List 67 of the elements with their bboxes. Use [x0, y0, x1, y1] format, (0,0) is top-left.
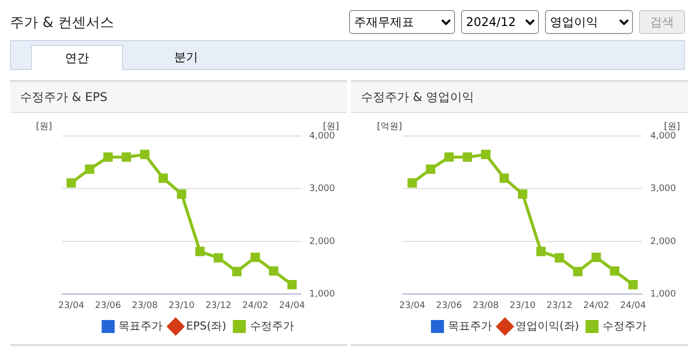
legend-label: 수정주가 [250, 319, 294, 332]
x-tick-label: 23/04 [58, 300, 84, 311]
legend-label: 목표주가 [118, 319, 163, 332]
y-axis-title: [억원] [377, 122, 402, 132]
point [500, 174, 509, 183]
legend-label: 목표주가 [448, 319, 492, 332]
text: 2024/12 [461, 10, 539, 34]
text: 연간 [31, 45, 123, 70]
text: 주가 & 컨센서스 [10, 14, 114, 32]
y2-tick-label: 1,000 [650, 290, 676, 300]
text: 검색 [639, 10, 685, 34]
x-tick-label: 23/04 [399, 300, 426, 311]
x-tick-label: 23/12 [205, 300, 232, 311]
point [140, 150, 150, 160]
x-tick-label: 23/06 [436, 300, 462, 311]
chart-title: 수정주가 & 영업이익 [351, 82, 688, 113]
point [518, 189, 528, 199]
x-tick-label: 24/04 [279, 300, 306, 311]
point [268, 266, 278, 276]
x-tick-label: 24/02 [583, 300, 610, 311]
y2-tick-label: 3,000 [650, 184, 676, 194]
y2-axis-title: [원] [322, 122, 339, 132]
x-tick-label: 24/04 [620, 300, 646, 311]
point [536, 246, 546, 256]
x-tick-label: 24/02 [242, 300, 268, 311]
y2-tick-label: 4,000 [650, 131, 676, 142]
point [592, 252, 601, 262]
text: 영업이익 [545, 10, 633, 34]
point [554, 253, 564, 262]
point [444, 152, 454, 162]
y2-tick-label: 1,000 [309, 290, 336, 300]
y2-tick-label: 4,000 [309, 131, 336, 142]
point [158, 174, 168, 183]
point [122, 152, 132, 162]
y2-tick-label: 2,000 [650, 236, 676, 247]
point [426, 164, 436, 174]
point [214, 253, 224, 262]
point [84, 164, 94, 174]
x-tick-label: 23/12 [546, 300, 572, 311]
point [176, 189, 186, 199]
point [462, 152, 472, 162]
point [408, 178, 417, 188]
legend-label: 영업이익(좌) [515, 319, 580, 332]
point [195, 246, 205, 256]
point [66, 178, 76, 188]
y2-tick-label: 3,000 [309, 184, 336, 194]
x-tick-label: 23/10 [510, 300, 536, 311]
point [287, 280, 297, 290]
y2-axis-title: [원] [664, 122, 680, 132]
x-tick-label: 23/08 [472, 300, 500, 311]
x-tick-label: 23/06 [95, 300, 122, 311]
y-axis-title: [원] [36, 122, 52, 132]
y2-tick-label: 2,000 [309, 236, 336, 247]
point [573, 266, 583, 276]
point [610, 266, 620, 276]
x-tick-label: 23/08 [132, 300, 158, 311]
legend-label: EPS(좌) [186, 319, 226, 332]
point [628, 280, 638, 290]
point [481, 150, 490, 160]
text: 주재무제표 [349, 10, 455, 34]
x-tick-label: 23/10 [168, 300, 195, 311]
chart-title: 수정주가 & EPS [10, 82, 347, 113]
point [250, 252, 260, 262]
point [103, 152, 113, 162]
point [232, 266, 242, 276]
text: 분기 [173, 49, 199, 66]
legend-label: 수정주가 [602, 319, 647, 332]
